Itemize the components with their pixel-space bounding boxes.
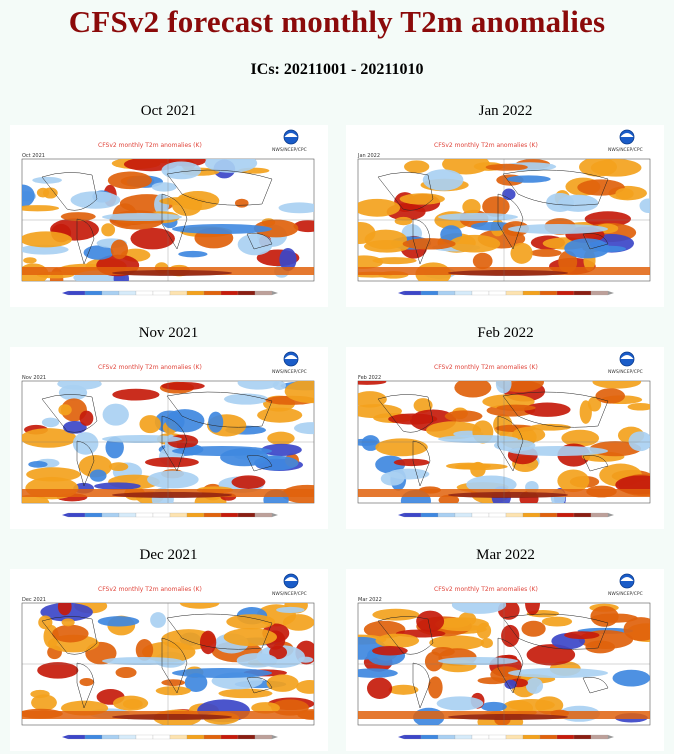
color-scale-bar (398, 290, 614, 296)
panel-title-nov-2021: Nov 2021 (138, 325, 199, 341)
noaa-logo-icon (283, 573, 299, 589)
page-title: CFSv2 forecast monthly T2m anomalies (68, 4, 606, 39)
anomaly-map-oct-2021: CFSv2 monthly T2m anomalies (K) Oct 2021 N… (10, 125, 328, 307)
panel-month-tag: Nov 2021 (22, 375, 46, 381)
noaa-logo-icon (619, 573, 635, 589)
plot-header-text: CFSv2 monthly T2m anomalies (K) (434, 142, 538, 149)
panel-month-tag: Jan 2022 (357, 153, 380, 159)
color-scale-bar (62, 734, 278, 740)
agency-label: NWS/NCEP/CPC (272, 591, 307, 597)
noaa-logo-icon (619, 351, 635, 367)
anomaly-map-jan-2022: CFSv2 monthly T2m anomalies (K) Jan 2022 N… (346, 125, 664, 307)
noaa-logo-icon (619, 129, 635, 145)
panel-month-tag: Oct 2021 (22, 153, 45, 159)
panel-month-tag: Mar 2022 (358, 597, 382, 603)
anomaly-map-feb-2022: CFSv2 monthly T2m anomalies (K) Feb 2022 N… (346, 347, 664, 529)
agency-label: NWS/NCEP/CPC (272, 147, 307, 153)
panel-month-tag: Dec 2021 (22, 597, 46, 603)
anomaly-map-dec-2021: CFSv2 monthly T2m anomalies (K) Dec 2021 N… (10, 569, 328, 751)
panel-title-mar-2022: Mar 2022 (476, 547, 535, 563)
plot-header-text: CFSv2 monthly T2m anomalies (K) (98, 586, 202, 593)
agency-label: NWS/NCEP/CPC (608, 591, 643, 597)
color-scale-bar (62, 290, 278, 296)
anomaly-field (358, 159, 650, 281)
noaa-logo-icon (283, 351, 299, 367)
plot-header-text: CFSv2 monthly T2m anomalies (K) (98, 364, 202, 371)
noaa-logo-icon (283, 129, 299, 145)
color-scale-bar (398, 512, 614, 518)
panel-title-oct-2021: Oct 2021 (140, 103, 197, 119)
anomaly-field (22, 159, 314, 281)
panel-title-dec-2021: Dec 2021 (139, 547, 198, 563)
panel-title-jan-2022: Jan 2022 (478, 103, 533, 119)
plot-header-text: CFSv2 monthly T2m anomalies (K) (434, 586, 538, 593)
color-scale-bar (62, 512, 278, 518)
plot-header-text: CFSv2 monthly T2m anomalies (K) (98, 142, 202, 149)
agency-label: NWS/NCEP/CPC (608, 369, 643, 375)
anomaly-map-nov-2021: CFSv2 monthly T2m anomalies (K) Nov 2021 N… (10, 347, 328, 529)
panel-month-tag: Feb 2022 (358, 375, 381, 381)
agency-label: NWS/NCEP/CPC (608, 147, 643, 153)
initial-conditions-subtitle: ICs: 20211001 - 20211010 (250, 61, 424, 78)
panel-title-feb-2022: Feb 2022 (477, 325, 534, 341)
color-scale-bar (398, 734, 614, 740)
anomaly-map-mar-2022: CFSv2 monthly T2m anomalies (K) Mar 2022 N… (346, 569, 664, 751)
plot-header-text: CFSv2 monthly T2m anomalies (K) (434, 364, 538, 371)
agency-label: NWS/NCEP/CPC (272, 369, 307, 375)
